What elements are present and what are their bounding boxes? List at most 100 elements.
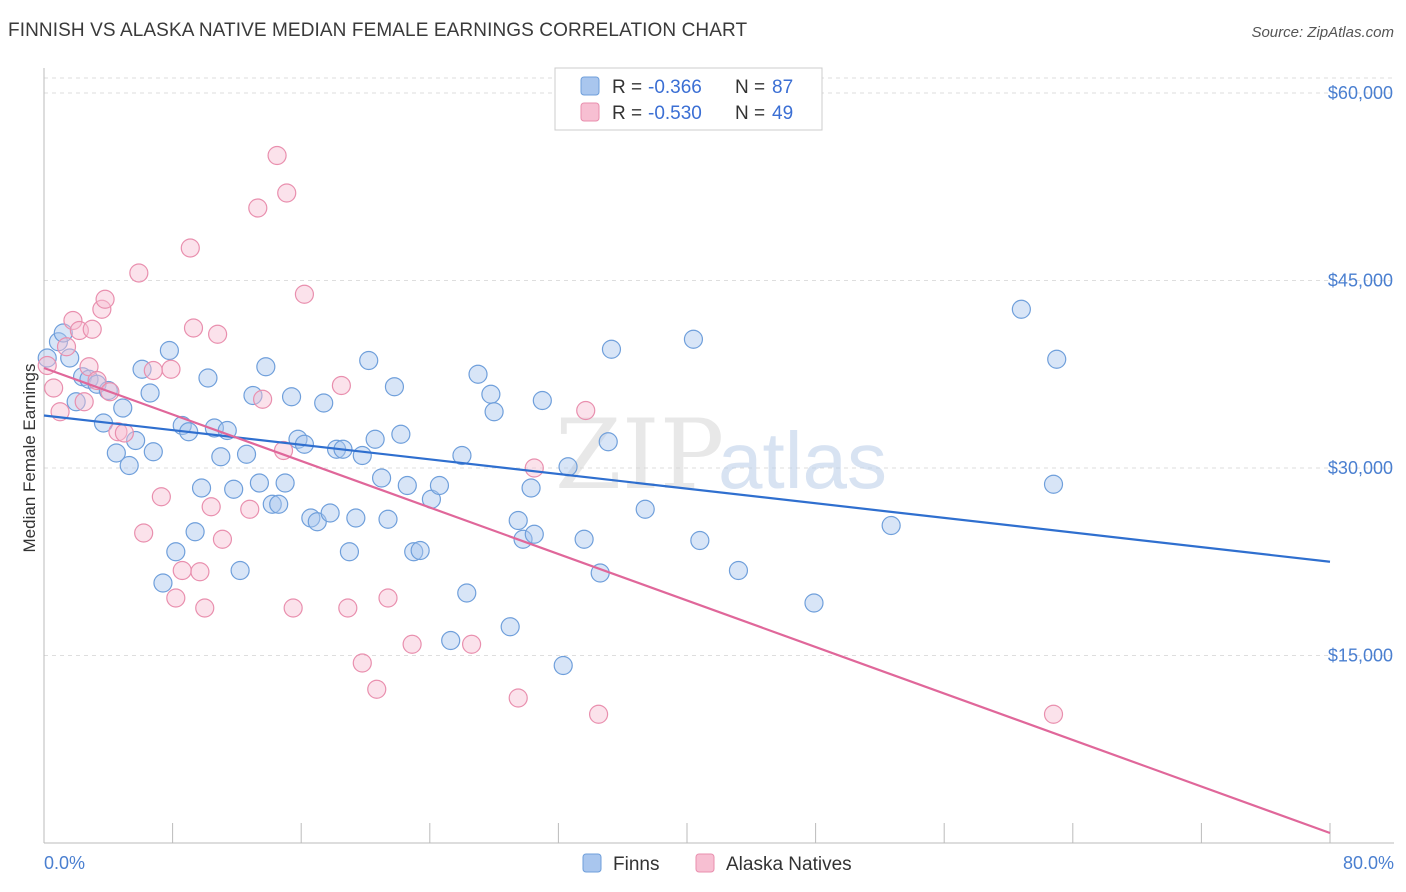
finns-point xyxy=(1043,474,1064,494)
alaska-natives-point xyxy=(56,337,77,357)
alaska-natives-point xyxy=(195,598,215,618)
finns-point xyxy=(66,392,86,412)
finns-point xyxy=(500,617,520,637)
finns-point xyxy=(574,529,594,549)
alaska-natives-point xyxy=(166,588,186,608)
finns-point xyxy=(404,542,424,562)
alaska-natives-point xyxy=(331,375,351,396)
finns-point xyxy=(468,364,488,384)
alaska-natives-point xyxy=(277,183,297,203)
alaska-natives-point xyxy=(367,679,387,699)
finns-point xyxy=(60,348,80,368)
alaska-natives-point xyxy=(267,145,287,166)
finns-point xyxy=(378,509,398,529)
legend-n-label-finns: N = xyxy=(735,77,765,98)
alaska-natives-point xyxy=(151,487,171,507)
legend-n-value-finns: 87 xyxy=(772,77,793,98)
source-credit: Source: ZipAtlas.com xyxy=(1251,24,1394,41)
y-tick-label: $45,000 xyxy=(1328,271,1393,291)
alaska-natives-point xyxy=(161,359,181,379)
finns-point xyxy=(230,560,250,581)
alaska-natives-point xyxy=(283,598,303,618)
x-axis-ticks xyxy=(43,823,1331,843)
alaska-natives-point xyxy=(208,324,228,344)
stats-legend: R = -0.366 N = 87 R = -0.530 N = 49 xyxy=(554,67,823,131)
finns-point xyxy=(281,387,302,407)
legend-n-value-alaska: 49 xyxy=(772,103,793,124)
alaska-natives-point xyxy=(44,378,64,398)
finns-point xyxy=(320,503,340,523)
alaska-natives-trend-line xyxy=(43,366,1331,835)
finns-point xyxy=(804,593,824,613)
y-tick-label: $30,000 xyxy=(1328,458,1393,478)
finns-point xyxy=(119,455,139,476)
finns-point xyxy=(113,398,133,418)
finns-point xyxy=(198,368,218,388)
chart-title: FINNISH VS ALASKA NATIVE MEDIAN FEMALE E… xyxy=(8,20,748,41)
finns-point xyxy=(224,479,244,499)
finns-point xyxy=(452,445,472,466)
alaska-natives-point xyxy=(1043,704,1064,724)
alaska-natives-point xyxy=(294,284,315,304)
finns-point xyxy=(346,508,366,528)
finns-point xyxy=(126,430,146,451)
finns-point xyxy=(359,350,379,371)
finns-point xyxy=(391,424,411,444)
finns-point xyxy=(524,524,544,544)
alaska-natives-point xyxy=(201,497,221,517)
finns-point xyxy=(683,329,704,349)
alaska-natives-point xyxy=(248,198,268,218)
finns-point xyxy=(1047,349,1067,369)
watermark: ZIP atlas xyxy=(555,399,887,511)
legend-swatch-alaska xyxy=(580,102,600,122)
stats-legend-box xyxy=(554,67,823,131)
finns-point xyxy=(185,522,205,542)
finns-point xyxy=(484,402,504,422)
legend-swatch-finns xyxy=(580,76,600,96)
finns-point xyxy=(256,357,276,377)
watermark-atlas: atlas xyxy=(718,416,887,505)
finns-point xyxy=(211,447,231,467)
finns-point xyxy=(397,475,417,496)
finns-point xyxy=(598,432,618,452)
y-tick-label: $15,000 xyxy=(1328,646,1393,666)
alaska-natives-point xyxy=(524,458,544,478)
finns-point xyxy=(881,515,901,536)
finns-point xyxy=(106,443,126,463)
bottom-legend-label-finns: Finns xyxy=(613,854,659,875)
alaska-natives-point xyxy=(82,319,102,339)
alaska-natives-point xyxy=(172,560,192,581)
finns-point xyxy=(275,473,295,493)
finns-point xyxy=(481,384,501,404)
y-tick-label: $60,000 xyxy=(1328,83,1393,103)
finns-point xyxy=(262,494,282,514)
legend-r-value-finns: -0.366 xyxy=(648,77,702,98)
finns-point xyxy=(521,478,541,498)
alaska-natives-point xyxy=(180,238,200,258)
trend-lines xyxy=(43,366,1331,835)
finns-point xyxy=(143,442,163,462)
alaska-natives-point xyxy=(114,423,134,443)
finns-point xyxy=(371,468,392,488)
alaska-natives-point xyxy=(183,318,204,338)
alaska-natives-point xyxy=(74,392,94,412)
alaska-natives-point xyxy=(576,400,596,421)
finns-point xyxy=(153,573,173,593)
finns-point xyxy=(249,473,270,493)
legend-r-label-finns: R = xyxy=(612,77,642,98)
watermark-zip: ZIP xyxy=(555,399,724,511)
alaska-natives-point xyxy=(95,289,115,309)
alaska-natives-point xyxy=(352,653,372,673)
alaska-natives-point xyxy=(402,634,422,654)
alaska-natives-point xyxy=(190,562,210,582)
series-legend: Finns Alaska Natives xyxy=(582,853,852,875)
finns-point xyxy=(553,655,573,676)
finns-point xyxy=(243,385,263,406)
alaska-natives-point xyxy=(253,389,273,409)
finns-point xyxy=(140,383,160,403)
finns-point xyxy=(441,630,461,651)
alaska-natives-point xyxy=(378,588,398,608)
axes xyxy=(43,68,1394,844)
finns-point xyxy=(269,494,289,514)
